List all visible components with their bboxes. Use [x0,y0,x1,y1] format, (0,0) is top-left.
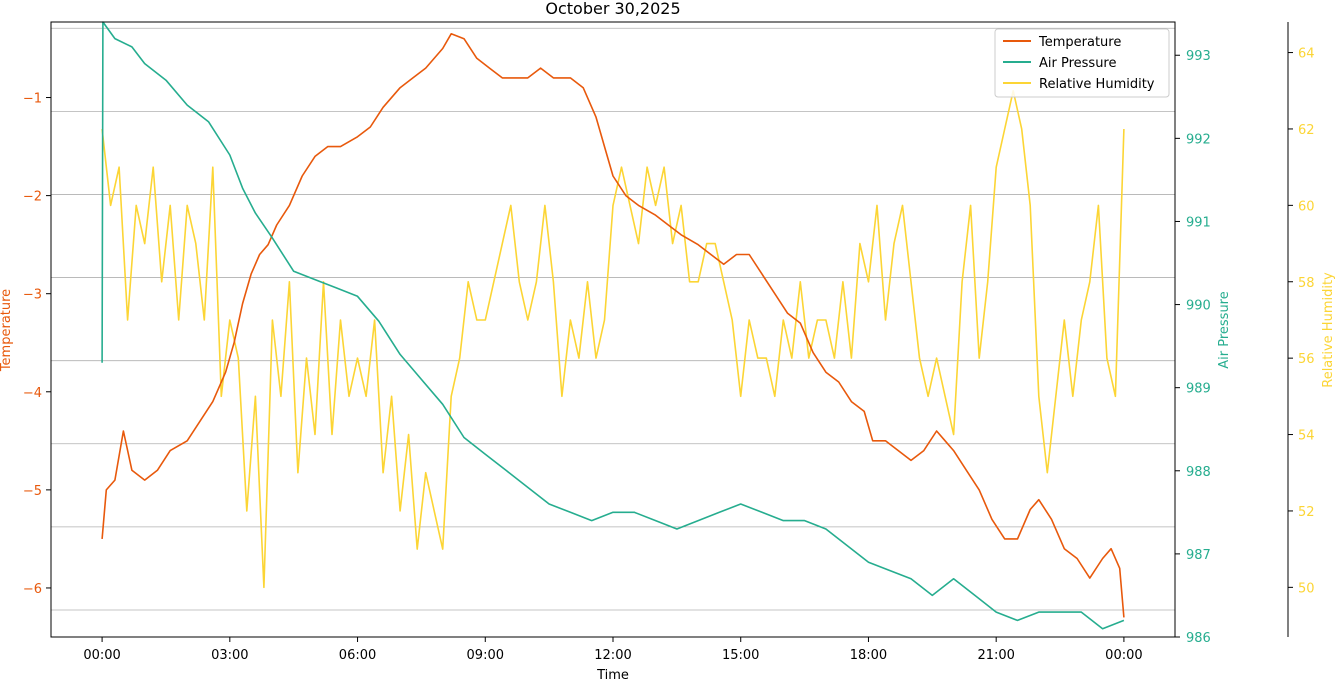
x-tick-label: 03:00 [211,648,248,663]
x-tick-label: 15:00 [722,648,759,663]
x-tick-label: 21:00 [977,648,1014,663]
legend-box [994,28,1170,98]
pressure-tick-label: 991 [1186,215,1211,230]
temperature-tick-label: −6 [23,582,42,597]
pressure-tick-label: 990 [1186,299,1211,314]
humidity-tick-label: 52 [1298,505,1315,520]
x-tick-label: 06:00 [339,648,376,663]
pressure-tick-label: 987 [1186,548,1211,563]
y-axis-label-temperature: Temperature [0,289,14,372]
legend: Temperature Air Pressure Relative Humidi… [994,28,1170,98]
x-tick-label: 00:00 [83,648,120,663]
humidity-tick-label: 56 [1298,352,1315,367]
humidity-tick-label: 64 [1298,47,1315,62]
series-line-air-pressure [101,21,1125,630]
series-line-temperature [101,33,1125,618]
x-tick-label: 09:00 [467,648,504,663]
humidity-tick-label: 58 [1298,276,1315,291]
x-tick-label: 00:00 [1105,648,1142,663]
pressure-tick-label: 993 [1186,49,1211,64]
x-axis-label: Time [596,668,629,682]
humidity-tick-label: 62 [1298,123,1315,138]
chart-title: October 30,2025 [545,0,680,18]
pressure-tick-label: 989 [1186,382,1211,397]
temperature-tick-label: −4 [23,386,42,401]
temperature-tick-label: −1 [23,92,42,107]
series-lines [101,21,1125,630]
x-tick-label: 18:00 [850,648,887,663]
humidity-tick-label: 60 [1298,199,1315,214]
humidity-tick-label: 50 [1298,581,1315,596]
legend-label-temperature: Temperature [1038,35,1121,50]
legend-label-air-pressure: Air Pressure [1039,56,1117,71]
pressure-tick-label: 992 [1186,132,1211,147]
temperature-tick-label: −5 [23,484,42,499]
humidity-tick-label: 54 [1298,429,1315,444]
series-line-relative-humidity [101,90,1125,589]
grid-lines [51,27,1175,611]
x-tick-label: 12:00 [594,648,631,663]
y-axis-label-relative-humidity: Relative Humidity [1321,272,1335,388]
temperature-tick-label: −2 [23,190,42,205]
pressure-tick-label: 986 [1186,631,1211,646]
tick-marks: 00:00 03:00 06:00 09:00 12:00 15:00 18:00 21:00… [23,47,1315,663]
temperature-tick-label: −3 [23,288,42,303]
pressure-tick-label: 988 [1186,465,1211,480]
y-axis-label-air-pressure: Air Pressure [1217,291,1232,369]
legend-label-relative-humidity: Relative Humidity [1039,77,1155,92]
